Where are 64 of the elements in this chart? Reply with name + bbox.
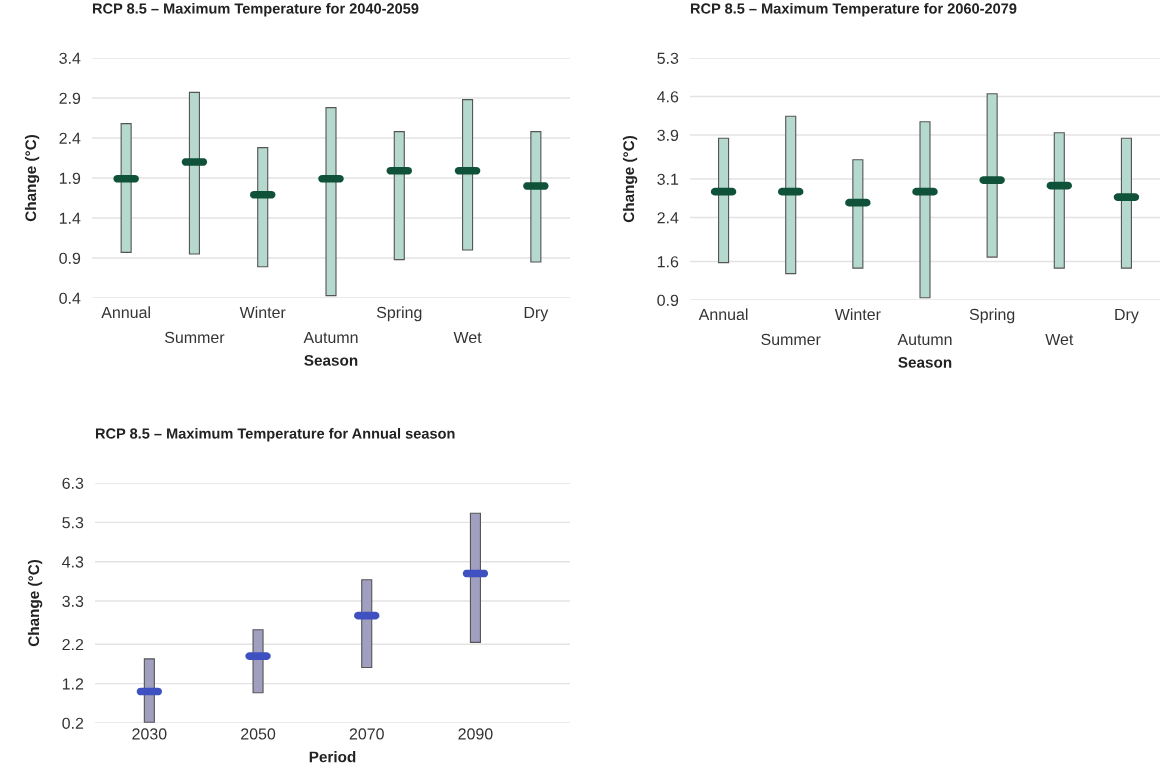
chart-title: RCP 8.5 – Maximum Temperature for Annual season [95,427,455,442]
y-tick-label: 0.4 [59,292,81,304]
y-axis-title: Change (°C) [27,559,43,647]
bar [1053,132,1065,269]
x-tick-label: Annual [101,306,150,319]
y-tick-label: 3.3 [62,595,84,607]
x-tick-label: Winter [239,306,286,319]
bar [530,131,542,263]
y-tick-label: 2.4 [657,212,679,224]
y-tick-label: 5.3 [657,52,679,64]
x-tick-label: 2070 [349,728,384,740]
y-axis-title: Change (°C) [622,135,638,223]
x-tick-label: Wet [1045,333,1074,346]
bar [188,91,200,255]
y-tick-label: 1.9 [59,172,81,184]
y-tick-label: 3.4 [59,52,81,64]
chart-title: RCP 8.5 – Maximum Temperature for 2040-2059 [92,2,419,17]
bar [919,121,931,299]
x-tick-label: Winter [834,308,881,321]
x-tick-label: Dry [524,306,549,322]
bar [257,147,269,268]
x-axis-title: Season [304,354,358,366]
bar [120,123,132,253]
x-tick-label: Wet [453,331,482,344]
y-tick-label: 2.2 [62,638,84,651]
y-tick-label: 3.1 [657,173,679,185]
y-tick-label: 1.6 [657,256,679,268]
bar [852,159,864,269]
x-tick-label: Annual [698,308,748,321]
bar [393,131,405,261]
y-tick-label: 0.9 [59,252,81,264]
x-tick-label: Spring [376,306,422,322]
y-tick-label: 2.9 [59,92,81,104]
x-tick-label: Dry [1115,308,1139,324]
y-tick-label: 4.3 [62,556,84,568]
y-tick-label: 3.9 [657,129,679,141]
bar [718,137,730,264]
y-tick-label: 6.3 [62,477,84,489]
bar [469,512,481,643]
bar [462,99,474,251]
y-tick-label: 5.3 [62,516,84,529]
x-axis-title: Period [309,751,356,763]
bar [361,579,373,669]
bar [986,93,998,258]
bar [325,107,337,297]
x-tick-label: 2050 [241,728,276,740]
y-tick-label: 0.9 [657,294,679,306]
x-tick-label: 2030 [132,728,167,740]
y-tick-label: 1.4 [59,212,81,224]
x-tick-label: Summer [164,331,225,344]
chart-title: RCP 8.5 – Maximum Temperature for 2060-2079 [690,2,1017,17]
x-tick-label: Summer [761,333,821,346]
y-tick-label: 0.2 [62,717,84,729]
y-tick-label: 1.2 [62,678,84,690]
y-tick-label: 2.4 [59,132,81,144]
x-tick-label: Autumn [303,331,358,344]
x-axis-title: Season [898,356,952,368]
x-tick-label: Autumn [897,333,952,346]
x-tick-label: 2090 [458,728,493,740]
y-tick-label: 4.6 [657,91,679,103]
x-tick-label: Spring [969,308,1015,324]
bar [1120,137,1132,269]
bar [785,115,797,275]
y-axis-title: Change (°C) [24,134,40,222]
